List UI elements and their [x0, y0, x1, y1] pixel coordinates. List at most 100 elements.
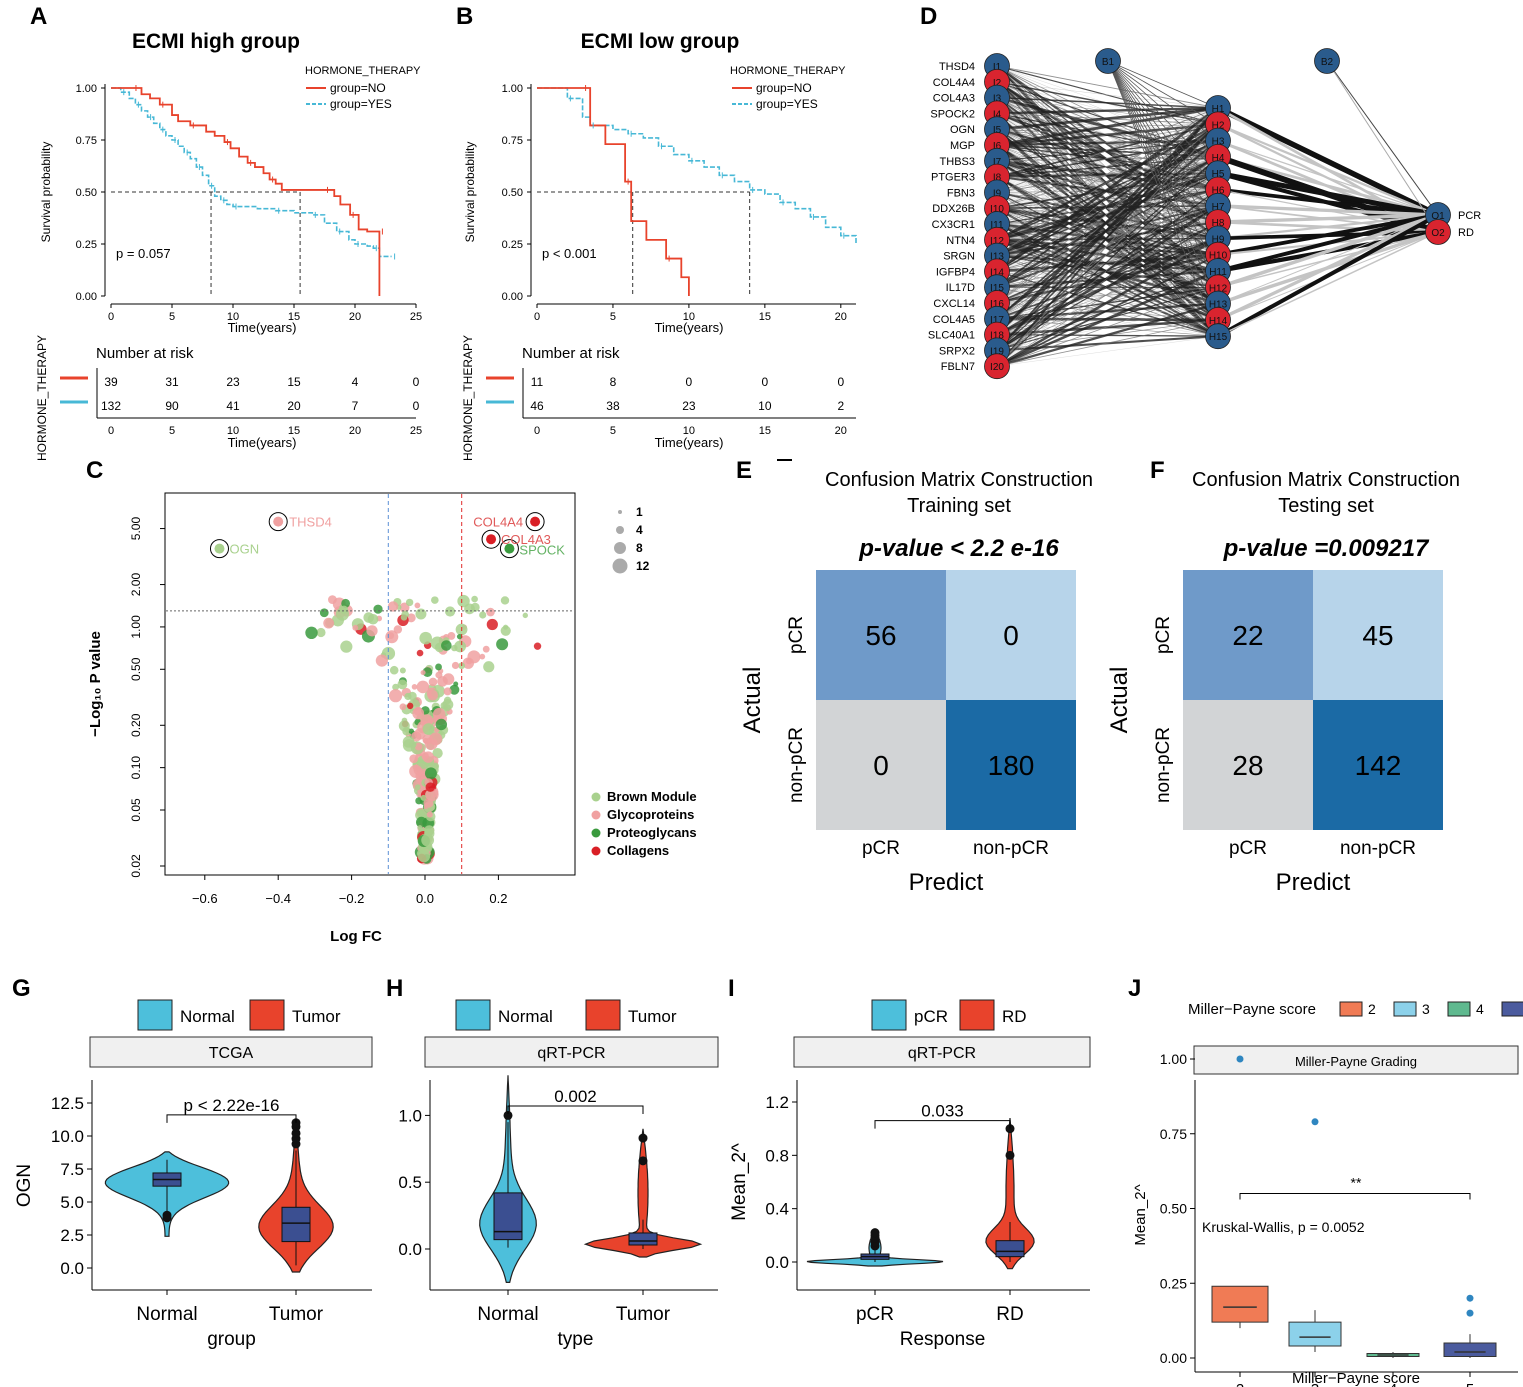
volcano-point	[409, 764, 423, 778]
violin-y-tick-label: 5.0	[60, 1193, 84, 1212]
network-nodes: I1 THSD4 I2 COL4A4 I3 COL4A3 I4 SPOCK2 I5 OGN I6 MG…	[928, 48, 1481, 380]
risk-no-value: 31	[165, 375, 179, 389]
edge-bias1-hidden	[1107, 60, 1219, 223]
volcano-x-tick-label: 0.2	[489, 891, 507, 906]
volcano-point	[496, 638, 509, 651]
mp-box	[1443, 1342, 1497, 1358]
cm-col-label: non-pCR	[1340, 838, 1416, 859]
volcano-point	[483, 661, 495, 673]
km-curve-no	[537, 87, 690, 296]
violin-y-tick-label: 0.0	[765, 1253, 789, 1272]
input-gene-label: SLC40A1	[928, 330, 975, 342]
km-x-tick-label: 0	[534, 311, 540, 323]
km-plot-area: 0.00 0.25 0.50 0.75 1.00 0 5 10 15 20	[502, 83, 857, 323]
km-x-tick-label: 10	[227, 311, 239, 323]
volcano-label-col4a4: COL4A4	[473, 515, 523, 530]
network-edges	[996, 60, 1440, 368]
km-y-tick-label: 0.50	[502, 187, 523, 199]
cm-row-label: pCR	[1153, 616, 1174, 654]
volcano-y-tick-label: 0.02	[129, 854, 143, 878]
cm-ylabel: Actual	[739, 667, 766, 734]
edge-bias2-output	[1326, 60, 1439, 216]
output-node-id: O1	[1431, 211, 1445, 222]
volcano-y-tick-label: 5.00	[129, 517, 143, 541]
km-y-tick-label: 0.75	[502, 135, 523, 147]
km-risk-xlabel: Time(years)	[228, 435, 297, 450]
violin-x-tick-label: Tumor	[269, 1304, 324, 1325]
size-legend-dot	[614, 542, 626, 554]
volcano-point	[426, 811, 433, 818]
km-risk-xlabel: Time(years)	[655, 435, 724, 450]
cm-col-label: pCR	[862, 838, 900, 859]
mp-ylabel: Mean_2^	[1132, 1184, 1149, 1245]
edge-hidden-output	[1217, 213, 1439, 338]
edge-input-hidden	[996, 172, 1219, 367]
hidden-node-id: H13	[1209, 300, 1228, 311]
risk-x-tick-label: 0	[108, 425, 114, 437]
input-gene-label: COL4A5	[933, 314, 975, 326]
volcano-y-tick-label: 0.20	[129, 713, 143, 737]
risk-yes-value: 10	[758, 399, 772, 413]
volcano-point	[471, 595, 478, 603]
km-curve-yes	[111, 87, 392, 258]
hidden-node-id: H8	[1212, 218, 1225, 229]
edge-bias1-hidden	[1107, 60, 1219, 207]
risk-no-value: 0	[837, 375, 844, 389]
box-outlier	[291, 1128, 301, 1138]
cm-title-line1: Confusion Matrix Construction	[825, 469, 1093, 491]
volcano-point	[435, 663, 442, 671]
input-node-id: I19	[990, 346, 1004, 357]
edge-hidden-output	[1216, 105, 1440, 218]
box-outlier	[870, 1228, 880, 1238]
cm-row-label: non-pCR	[1153, 727, 1174, 803]
volcano-point	[457, 594, 470, 608]
cm-cell-value: 28	[1232, 750, 1263, 781]
input-node-id: I7	[993, 157, 1002, 168]
input-node-id: I4	[993, 109, 1002, 120]
mp-legend-swatch	[1447, 1001, 1471, 1017]
volcano-point	[479, 611, 487, 619]
facet-strip	[424, 1036, 719, 1068]
input-gene-label: CX3CR1	[932, 219, 975, 231]
km-x-tick-label: 5	[169, 311, 175, 323]
km-risk-title: Number at risk	[522, 345, 620, 362]
box-iqr	[281, 1206, 311, 1243]
volcano-highlight-point	[273, 516, 284, 527]
mp-box	[1288, 1321, 1342, 1347]
risk-x-tick-label: 20	[349, 425, 361, 437]
mp-outlier	[1236, 1055, 1244, 1063]
input-node-id: I6	[993, 141, 1002, 152]
km-pvalue: p < 0.001	[542, 246, 597, 261]
volcano-point	[397, 679, 408, 690]
edge-input-hidden	[996, 96, 1219, 109]
cm-col-label: non-pCR	[973, 838, 1049, 859]
comparison-bracket	[507, 1105, 644, 1115]
edge-bias1-hidden	[1107, 60, 1219, 158]
legend-swatch-1	[137, 999, 173, 1031]
violin-y-tick-label: 1.2	[765, 1093, 789, 1112]
violin-xlabel: group	[207, 1329, 256, 1350]
legend-label-1: Normal	[498, 1007, 553, 1026]
edge-input-hidden	[996, 123, 1219, 209]
volcano-point	[427, 689, 438, 701]
volcano-point	[408, 728, 415, 734]
edge-hidden-output	[1217, 213, 1439, 289]
km-panel-a: ECMI high group HORMONE_THERAPY group=NO…	[35, 30, 422, 461]
km-y-tick-label: 1.00	[76, 83, 97, 95]
edge-bias1-hidden	[1107, 60, 1219, 125]
edge-bias1-hidden	[1107, 60, 1219, 190]
km-x-tick-label: 20	[835, 311, 847, 323]
volcano-point	[453, 681, 459, 687]
volcano-point	[419, 631, 432, 645]
panel-letter-b: B	[456, 3, 473, 30]
risk-x-tick-label: 15	[759, 425, 771, 437]
edge-input-hidden	[996, 140, 1219, 367]
violin-y-tick-label: 0.4	[765, 1200, 789, 1219]
volcano-point	[417, 808, 424, 815]
bias-node-circle	[1314, 48, 1340, 74]
input-node-id: I13	[990, 252, 1004, 263]
risk-no-value: 15	[287, 375, 301, 389]
volcano-y-tick-label: 0.10	[129, 756, 143, 780]
